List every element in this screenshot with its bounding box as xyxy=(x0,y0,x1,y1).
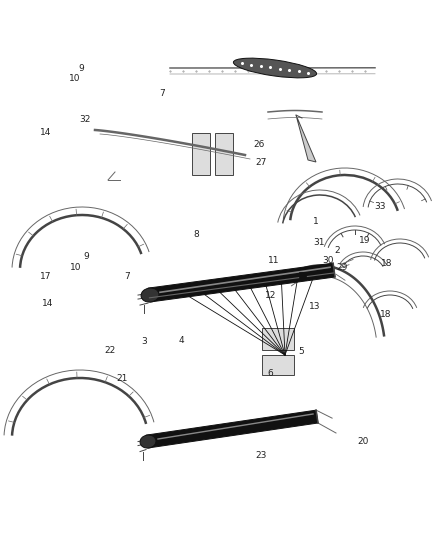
Text: 22: 22 xyxy=(105,346,116,355)
Ellipse shape xyxy=(233,58,317,78)
Text: 7: 7 xyxy=(124,272,130,280)
FancyBboxPatch shape xyxy=(299,272,306,280)
Text: 10: 10 xyxy=(69,75,80,83)
Text: 12: 12 xyxy=(265,292,276,300)
Text: 20: 20 xyxy=(357,437,368,446)
Text: 17: 17 xyxy=(40,272,52,280)
Text: 7: 7 xyxy=(159,89,165,98)
Text: 18: 18 xyxy=(380,310,391,319)
Text: 33: 33 xyxy=(374,203,386,211)
FancyBboxPatch shape xyxy=(192,133,210,175)
Ellipse shape xyxy=(140,435,156,448)
Text: 31: 31 xyxy=(313,238,325,247)
Text: 11: 11 xyxy=(268,256,279,264)
Text: 30: 30 xyxy=(322,256,333,264)
Text: 27: 27 xyxy=(255,158,266,167)
Text: 5: 5 xyxy=(298,348,304,356)
Text: 32: 32 xyxy=(80,116,91,124)
Text: 29: 29 xyxy=(336,263,347,272)
Text: 9: 9 xyxy=(84,253,90,261)
Text: 19: 19 xyxy=(359,237,370,245)
Text: 10: 10 xyxy=(70,263,81,272)
Polygon shape xyxy=(146,410,318,448)
Polygon shape xyxy=(148,263,335,302)
Text: 9: 9 xyxy=(78,64,84,72)
Ellipse shape xyxy=(141,288,159,302)
Text: 6: 6 xyxy=(268,369,274,377)
Text: 21: 21 xyxy=(116,374,127,383)
Text: 2: 2 xyxy=(335,246,340,255)
Text: 14: 14 xyxy=(40,128,52,136)
FancyBboxPatch shape xyxy=(262,328,294,350)
Text: 13: 13 xyxy=(309,302,320,311)
Text: 8: 8 xyxy=(193,230,199,239)
Polygon shape xyxy=(296,115,316,162)
Text: 23: 23 xyxy=(255,451,266,460)
Text: 3: 3 xyxy=(141,337,148,345)
Text: 4: 4 xyxy=(179,336,184,344)
Text: 18: 18 xyxy=(381,260,392,268)
FancyBboxPatch shape xyxy=(215,133,233,175)
Text: 1: 1 xyxy=(312,217,318,225)
Text: 26: 26 xyxy=(254,141,265,149)
FancyBboxPatch shape xyxy=(262,355,294,375)
Text: 14: 14 xyxy=(42,300,53,308)
